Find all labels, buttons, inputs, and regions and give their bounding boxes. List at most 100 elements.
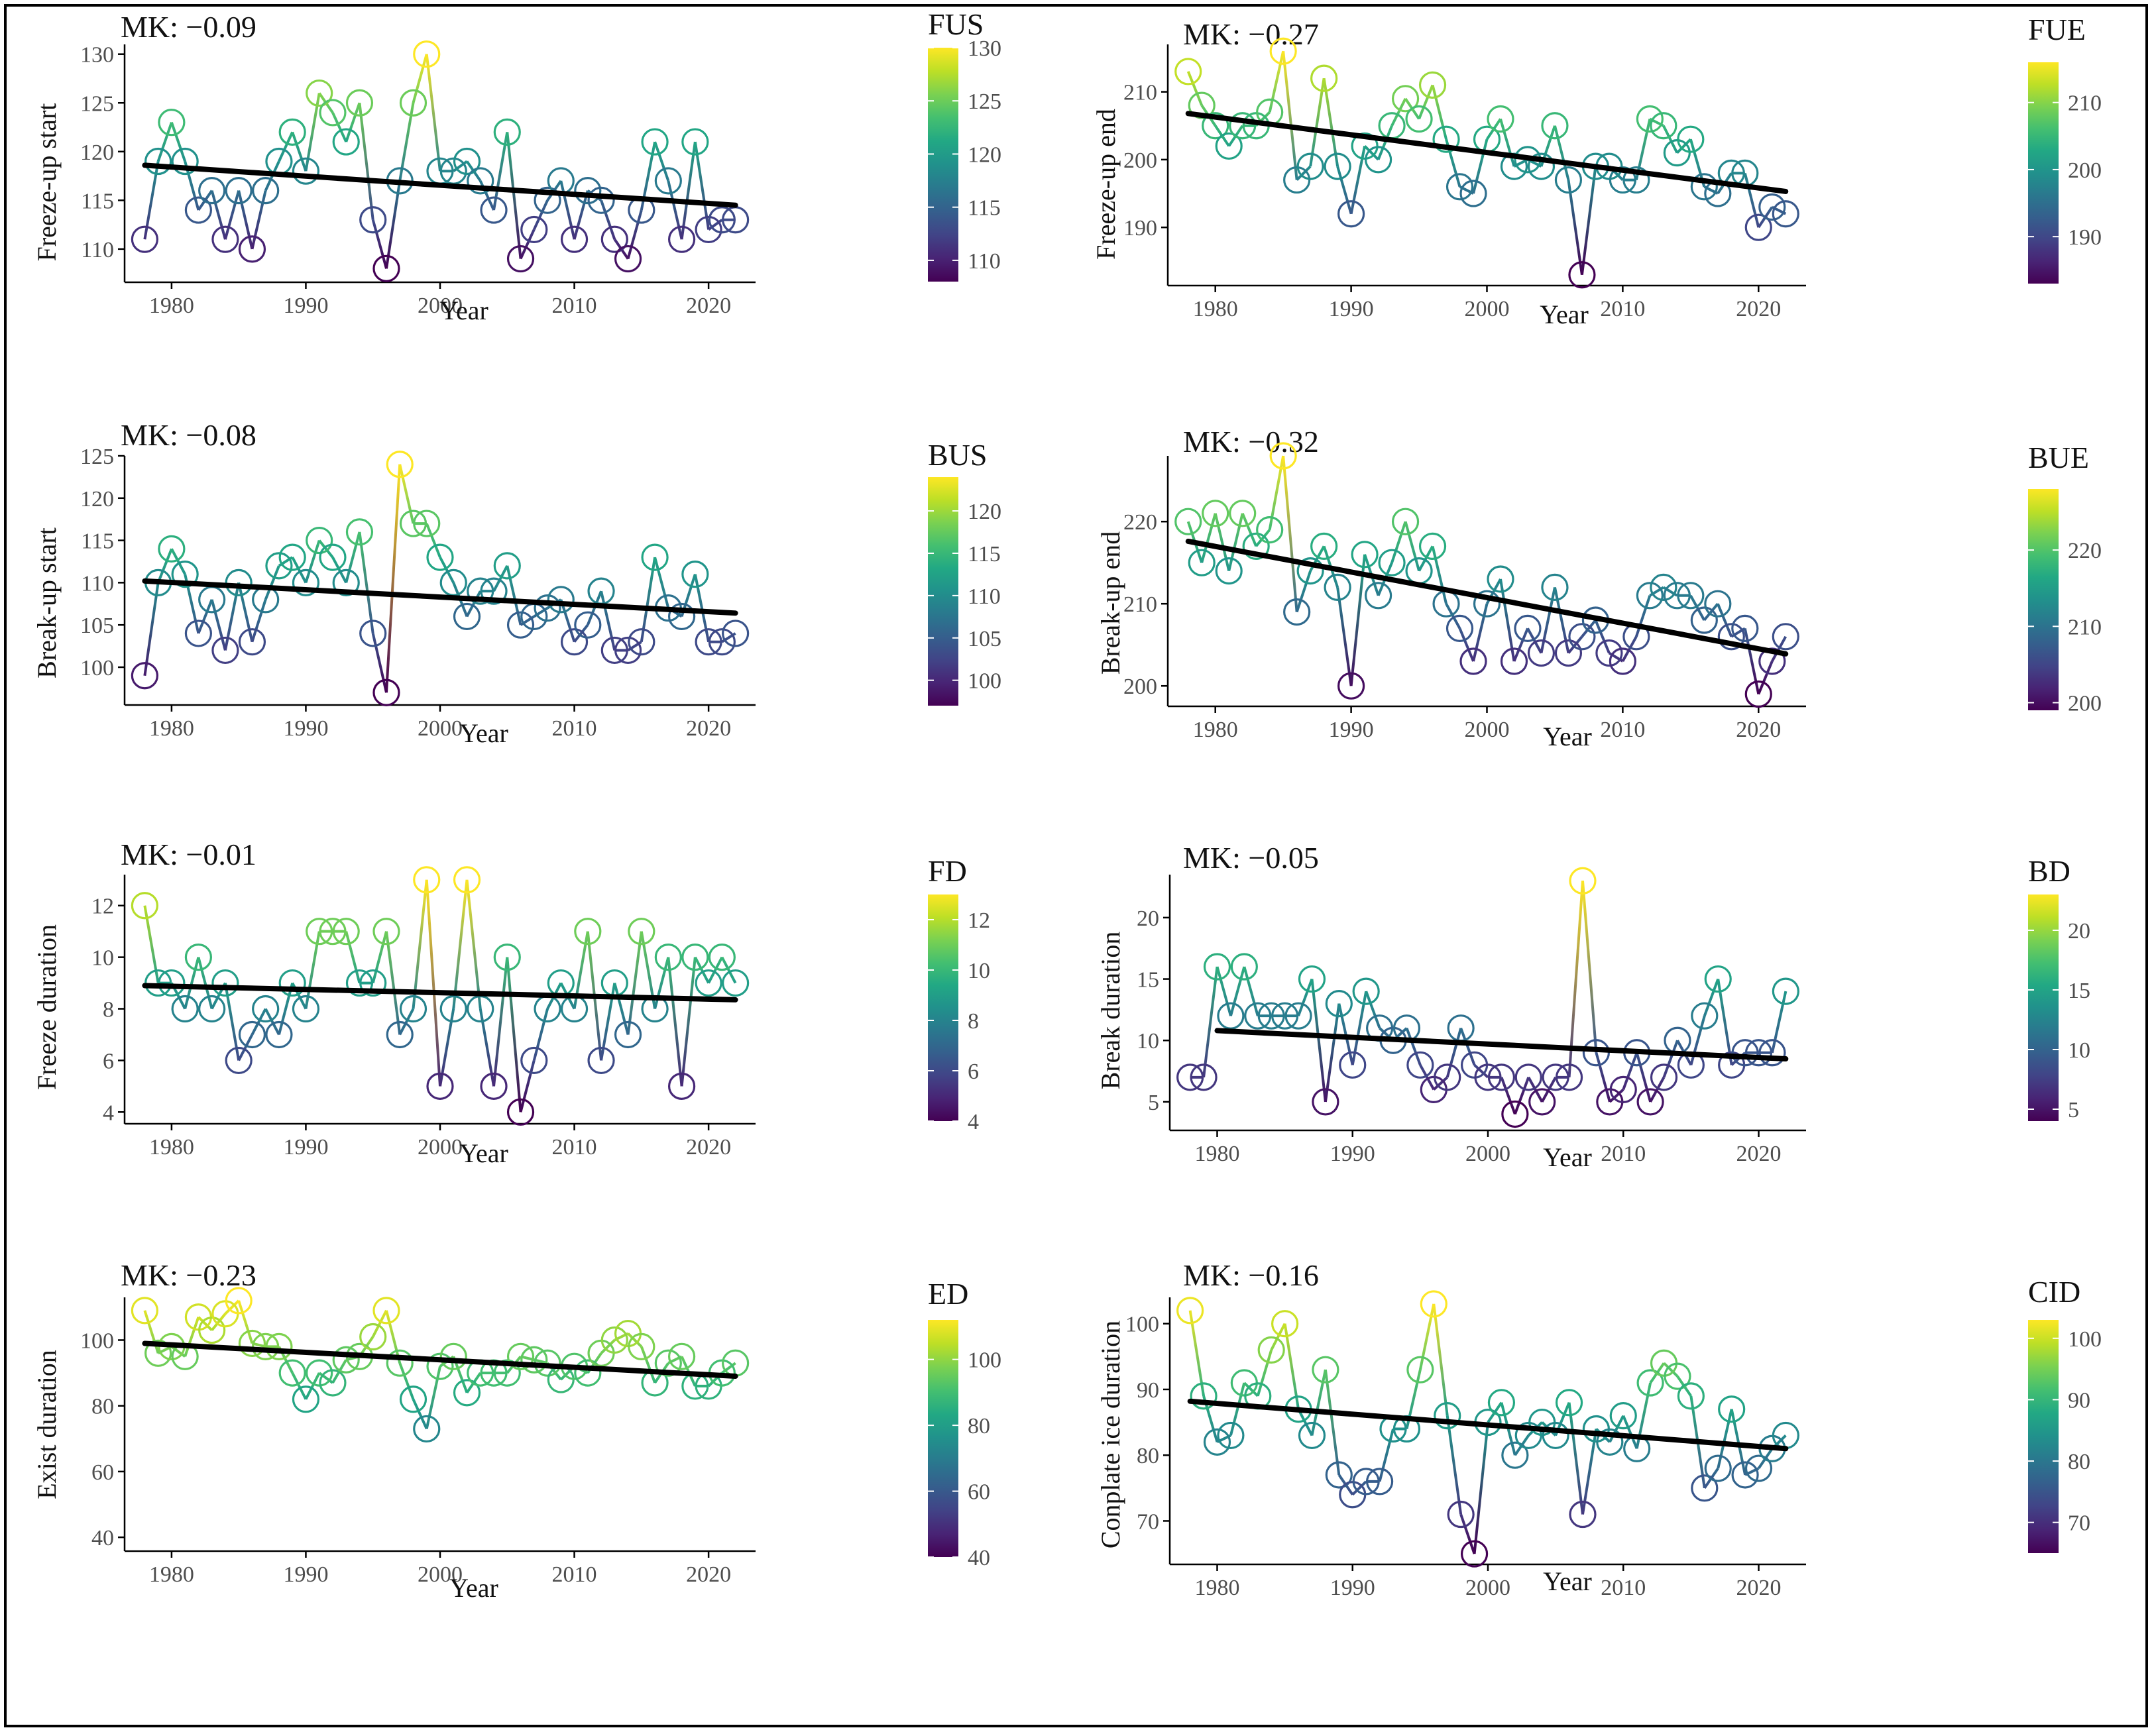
series-line-segment	[452, 879, 469, 1009]
x-tick-label: 2010	[1601, 1142, 1646, 1166]
data-point	[1257, 1336, 1285, 1364]
x-tick-label: 2020	[686, 1135, 731, 1160]
series-line-segment	[1418, 545, 1434, 572]
colorbar-tick-label: 220	[2068, 539, 2102, 563]
data-point	[695, 215, 722, 244]
colorbar-tick-label: 100	[968, 669, 1001, 694]
data-point	[1446, 614, 1474, 643]
series-line-segment	[1282, 51, 1298, 180]
colorbar-tick-label: 10	[968, 959, 990, 983]
series-line-segment	[1581, 1429, 1598, 1515]
series-line-segment	[1567, 1402, 1584, 1515]
series-line-segment	[1662, 125, 1679, 154]
series-line-segment	[1295, 570, 1312, 613]
colorbar-tick-label: 130	[968, 36, 1001, 61]
data-point	[654, 944, 682, 971]
data-point	[1772, 623, 1799, 651]
mk-statistic-label: MK: −0.05	[1183, 841, 1319, 875]
data-point	[372, 254, 400, 282]
series-line-segment	[1581, 881, 1598, 1053]
data-point	[265, 1332, 293, 1361]
x-tick-label: 2010	[552, 1562, 597, 1587]
series-line-segment	[1255, 529, 1271, 547]
series-line-segment	[1229, 1382, 1246, 1436]
data-point	[1230, 953, 1258, 981]
data-point	[453, 866, 481, 894]
y-tick-label: 110	[81, 238, 114, 262]
series-line-segment	[1499, 118, 1516, 167]
trend-line	[1185, 111, 1789, 194]
data-point	[278, 969, 306, 997]
series-line-segment	[1418, 1303, 1436, 1370]
series-line-segment	[156, 548, 173, 584]
data-point	[1622, 166, 1650, 194]
data-point	[614, 1020, 642, 1049]
data-point	[1664, 1362, 1691, 1390]
y-tick-label: 200	[1123, 675, 1157, 699]
series-line-segment	[1459, 1028, 1476, 1066]
y-tick-label: 200	[1123, 148, 1157, 173]
colorbar-tick-label: 210	[2068, 615, 2102, 639]
series-line-segment	[237, 1300, 254, 1344]
series-line-segment	[210, 599, 227, 651]
colorbar-tick-label: 80	[968, 1414, 990, 1438]
data-point	[292, 995, 320, 1023]
data-point	[667, 1072, 696, 1100]
series-line-segment	[264, 1008, 280, 1036]
data-point	[1229, 112, 1257, 140]
series-line-segment	[1554, 125, 1570, 181]
data-point	[654, 1349, 682, 1377]
series-line-segment	[1419, 1064, 1436, 1091]
series-line-segment	[492, 957, 509, 1087]
data-point	[345, 969, 374, 997]
data-point	[1365, 1468, 1394, 1495]
series-line-segment	[1567, 881, 1584, 1077]
x-tick-label: 1990	[1330, 1142, 1375, 1166]
data-point	[1447, 1500, 1475, 1529]
series-line-segment	[264, 565, 280, 600]
data-point	[1704, 1454, 1732, 1482]
data-point	[1217, 1421, 1245, 1450]
data-point	[332, 569, 360, 596]
data-point	[574, 1359, 602, 1387]
mk-statistic-label: MK: −0.16	[1183, 1258, 1319, 1292]
data-point	[1176, 1063, 1204, 1091]
series-line-segment	[1459, 1513, 1476, 1554]
y-tick-label: 120	[80, 487, 114, 512]
series-line-segment	[1243, 1382, 1259, 1397]
x-tick-label: 1980	[149, 1135, 194, 1160]
data-point	[211, 636, 239, 665]
colorbar-tick-label: 120	[968, 500, 1001, 524]
series-line-segment	[1324, 1003, 1341, 1103]
x-tick-label: 2020	[1736, 297, 1781, 321]
x-tick-label: 2020	[1736, 1142, 1782, 1166]
data-point	[359, 969, 387, 997]
data-point	[1325, 990, 1353, 1018]
series-line-segment	[1540, 1076, 1557, 1103]
data-point	[600, 225, 628, 253]
data-point	[372, 1297, 400, 1325]
series-line-segment	[425, 523, 441, 558]
series-line-segment	[1200, 513, 1217, 563]
data-point	[1174, 508, 1202, 535]
data-point	[1271, 1310, 1299, 1338]
series-line-segment	[1418, 84, 1434, 120]
data-point	[1555, 1063, 1583, 1091]
data-point	[1298, 1421, 1326, 1450]
x-tick-label: 1990	[1329, 297, 1374, 321]
x-tick-label: 1990	[283, 1135, 328, 1160]
data-point	[386, 1020, 414, 1049]
data-point	[238, 1329, 266, 1358]
series-line-segment	[197, 957, 213, 1010]
series-line-segment	[198, 1316, 213, 1332]
data-point	[1337, 672, 1365, 700]
data-point	[1744, 680, 1772, 708]
data-point	[534, 186, 561, 214]
data-point	[1555, 1389, 1583, 1417]
trend-line	[142, 162, 738, 208]
data-point	[426, 1072, 454, 1100]
data-point	[319, 1369, 347, 1397]
series-line-segment	[1622, 1052, 1638, 1091]
